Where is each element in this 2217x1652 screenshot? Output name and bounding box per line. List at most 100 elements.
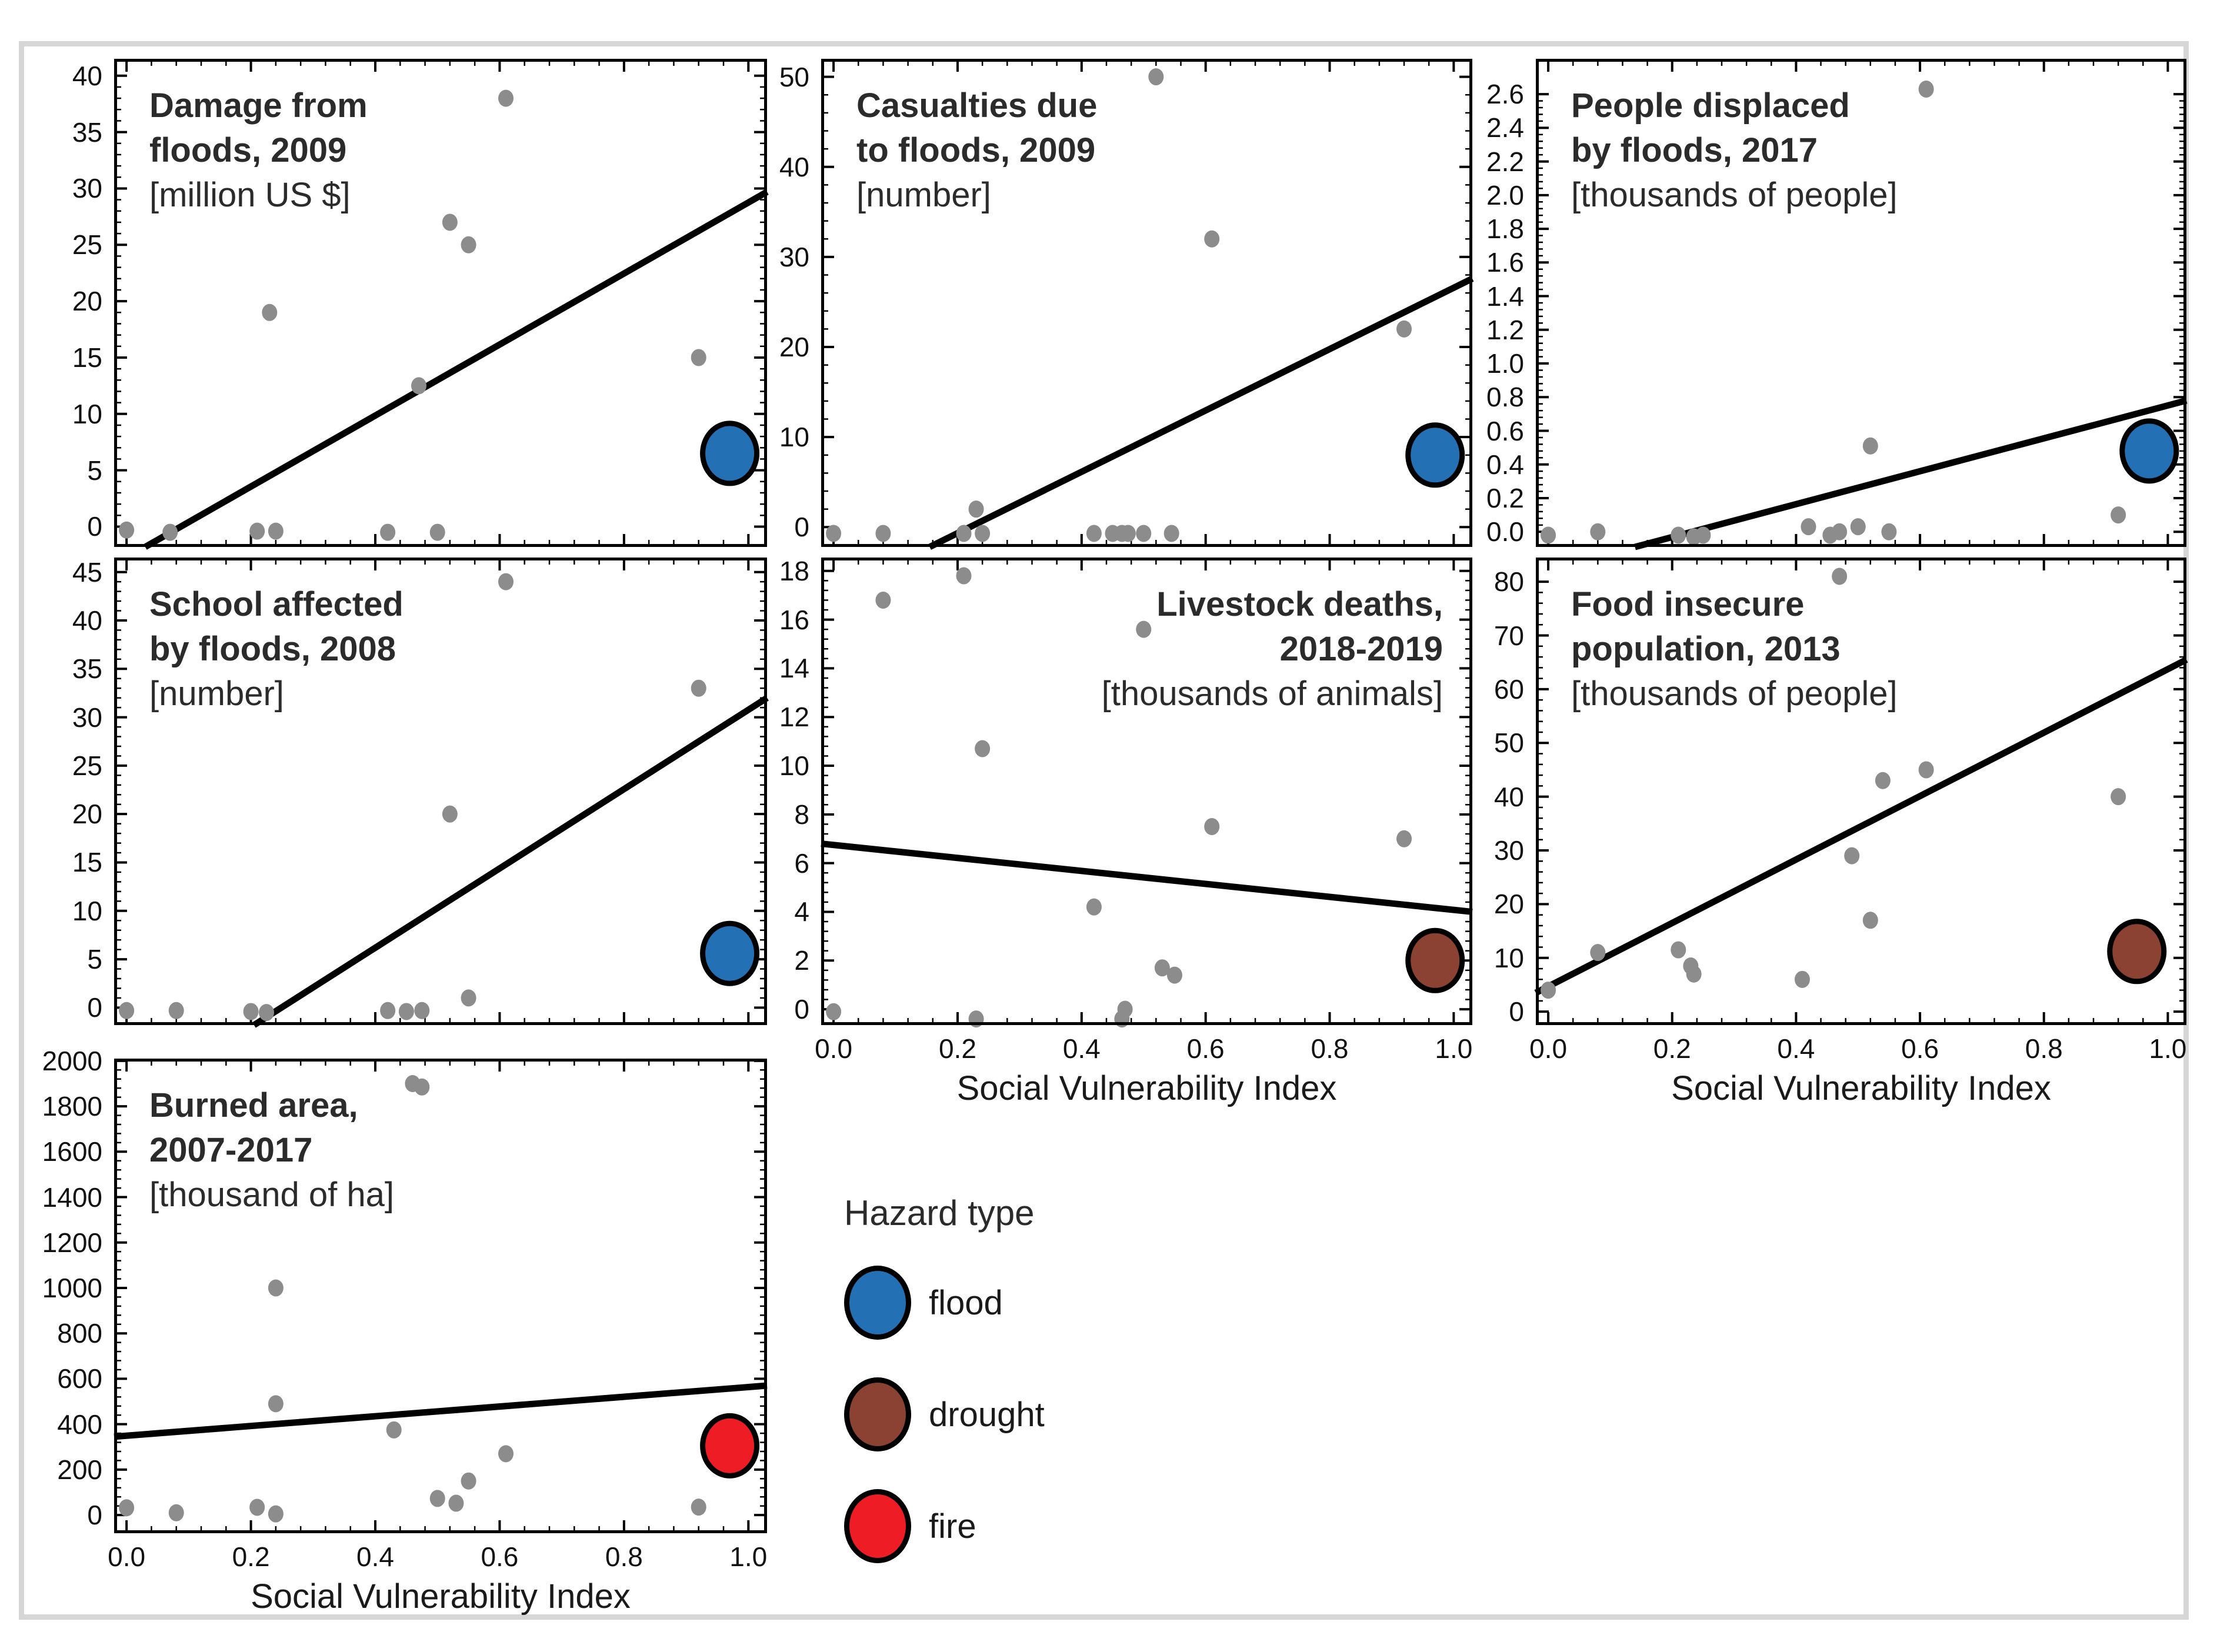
scatter-point bbox=[1671, 526, 1686, 544]
y-tick-label: 2.6 bbox=[1486, 79, 1524, 110]
plot-border bbox=[821, 558, 1472, 1025]
y-tick-label: 1200 bbox=[42, 1227, 102, 1258]
y-tick-label: 10 bbox=[72, 398, 102, 429]
panel-title-line: to floods, 2009 bbox=[856, 131, 1096, 169]
scatter-point bbox=[1117, 1000, 1133, 1018]
y-tick-label: 45 bbox=[72, 556, 102, 588]
scatter-point bbox=[1918, 761, 1934, 779]
legend-item-flood: flood bbox=[844, 1266, 1045, 1340]
panel-title-line: by floods, 2017 bbox=[1571, 131, 1818, 169]
panel-title-line: Damage from bbox=[149, 86, 368, 125]
y-tick-label: 14 bbox=[779, 653, 809, 684]
scatter-point bbox=[2111, 506, 2126, 524]
scatter-point bbox=[1396, 320, 1412, 338]
plot-border bbox=[1536, 558, 2186, 1025]
scatter-point bbox=[1086, 525, 1102, 542]
panel-unit: [thousands of animals] bbox=[1101, 675, 1443, 713]
scatter-point bbox=[119, 521, 135, 539]
x-tick-label: 1.0 bbox=[729, 1541, 768, 1572]
y-tick-label: 1.4 bbox=[1486, 281, 1524, 312]
scatter-point bbox=[1590, 523, 1606, 540]
scatter-point bbox=[268, 522, 284, 540]
panel-burned-area-2007-2017 bbox=[114, 1059, 768, 1533]
scatter-point bbox=[1120, 525, 1136, 542]
legend-item-drought: drought bbox=[844, 1377, 1045, 1451]
y-tick-label: 1.2 bbox=[1486, 314, 1524, 345]
x-tick-label: 0.6 bbox=[1901, 1033, 1939, 1064]
y-tick-label: 0.4 bbox=[1486, 449, 1524, 480]
y-tick-label: 10 bbox=[779, 422, 809, 453]
y-tick-label: 1.0 bbox=[1486, 348, 1524, 379]
plot-border bbox=[114, 59, 767, 547]
plot-area-burned-area-2007-2017 bbox=[114, 1059, 768, 1533]
y-tick-label: 30 bbox=[1493, 835, 1524, 866]
y-tick-label: 6 bbox=[794, 847, 809, 879]
y-tick-label: 20 bbox=[72, 286, 102, 317]
x-tick-label: 0.8 bbox=[1311, 1033, 1349, 1064]
y-tick-label: 30 bbox=[72, 173, 102, 204]
trend-line bbox=[252, 695, 769, 1028]
panel-title-line: School affected bbox=[149, 585, 404, 623]
trend-line bbox=[1634, 397, 2188, 550]
panel-title-food-insecure-population-2013: Food insecure population, 2013 [thousands … bbox=[1571, 582, 1898, 716]
y-tick-label: 50 bbox=[779, 61, 809, 92]
y-tick-label: 800 bbox=[57, 1318, 102, 1349]
figure-frame bbox=[19, 41, 2189, 1620]
plot-area-casualties-floods-2009 bbox=[821, 59, 1474, 550]
y-tick-label: 15 bbox=[72, 342, 102, 373]
y-tick-label: 1800 bbox=[42, 1091, 102, 1122]
scatter-point bbox=[249, 1499, 265, 1516]
y-tick-label: 30 bbox=[779, 241, 809, 272]
y-tick-label: 20 bbox=[779, 332, 809, 363]
y-tick-label: 40 bbox=[1493, 781, 1524, 812]
y-tick-label: 0 bbox=[794, 512, 809, 543]
panel-title-school-affected-floods-2008: School affected by floods, 2008 [number] bbox=[149, 582, 404, 716]
panel-people-displaced-floods-2017 bbox=[1536, 59, 2188, 550]
y-tick-label: 0.2 bbox=[1486, 483, 1524, 513]
y-tick-label: 1000 bbox=[42, 1272, 102, 1303]
panel-title-line: Food insecure bbox=[1571, 585, 1805, 623]
hazard-marker-flood bbox=[700, 420, 760, 486]
y-tick-label: 8 bbox=[794, 799, 809, 830]
x-tick-label: 0.4 bbox=[356, 1541, 394, 1572]
y-tick-label: 600 bbox=[57, 1363, 102, 1394]
x-axis-title: Social Vulnerability Index bbox=[956, 1069, 1337, 1107]
scatter-point bbox=[1541, 526, 1556, 544]
scatter-point bbox=[1850, 518, 1866, 536]
scatter-point bbox=[1396, 830, 1412, 847]
scatter-point bbox=[2111, 788, 2126, 806]
plot-border bbox=[114, 1059, 767, 1533]
y-tick-label: 16 bbox=[779, 604, 809, 635]
scatter-point bbox=[429, 1490, 445, 1507]
hazard-marker-drought bbox=[1405, 927, 1465, 993]
scatter-point bbox=[1671, 941, 1686, 959]
scatter-point bbox=[429, 523, 445, 541]
y-tick-label: 10 bbox=[1493, 942, 1524, 973]
x-tick-label: 0.6 bbox=[1186, 1033, 1225, 1064]
scatter-point bbox=[380, 523, 396, 541]
scatter-point bbox=[1136, 525, 1152, 542]
scatter-point bbox=[380, 1002, 396, 1019]
y-tick-label: 0 bbox=[794, 994, 809, 1025]
x-tick-label: 0.0 bbox=[815, 1033, 853, 1064]
scatter-point bbox=[956, 567, 972, 585]
y-tick-label: 18 bbox=[779, 555, 809, 586]
plot-border bbox=[821, 59, 1472, 547]
hazard-marker-flood bbox=[700, 920, 760, 986]
panel-title-damage-floods-2009: Damage from floods, 2009 [million US $] bbox=[149, 84, 368, 218]
y-tick-label: 1.6 bbox=[1486, 247, 1524, 278]
panel-unit: [number] bbox=[149, 675, 284, 713]
trend-line bbox=[1534, 656, 2188, 996]
y-tick-label: 10 bbox=[779, 750, 809, 782]
x-tick-label: 0.2 bbox=[938, 1033, 976, 1064]
panel-title-casualties-floods-2009: Casualties due to floods, 2009 [number] bbox=[856, 84, 1097, 218]
panel-title-line: Casualties due bbox=[856, 86, 1098, 125]
y-tick-label: 20 bbox=[72, 799, 102, 830]
y-tick-label: 2000 bbox=[42, 1045, 102, 1076]
scatter-point bbox=[1881, 523, 1897, 540]
y-tick-label: 20 bbox=[1493, 889, 1524, 920]
scatter-point bbox=[875, 591, 891, 609]
scatter-point bbox=[1541, 982, 1556, 999]
scatter-point bbox=[168, 1504, 184, 1521]
panel-title-line: 2007-2017 bbox=[149, 1131, 313, 1169]
